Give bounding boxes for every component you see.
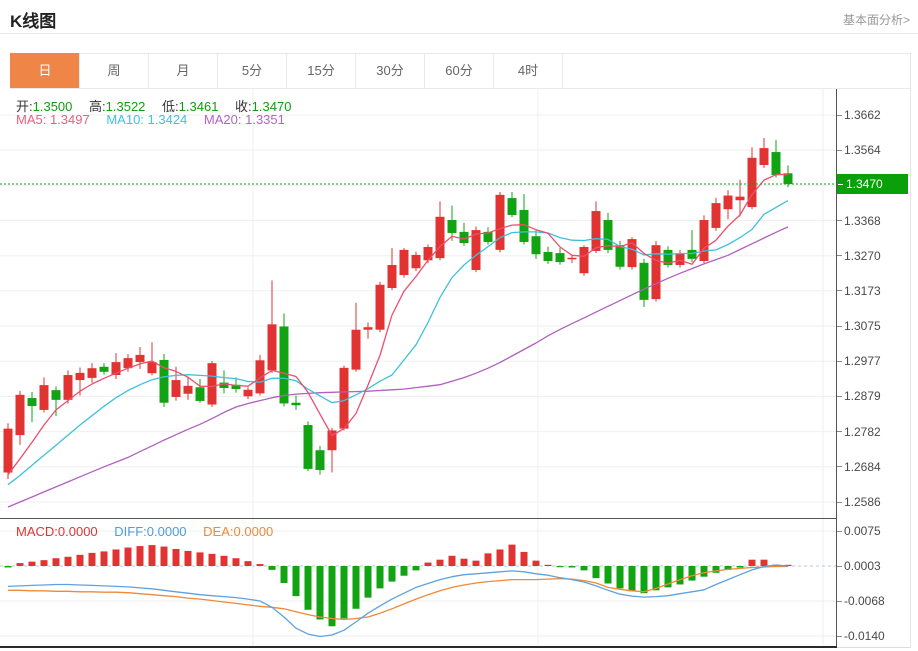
high-label: 高: bbox=[89, 99, 106, 114]
axis-bottom-border bbox=[837, 647, 910, 648]
close-label: 收: bbox=[235, 99, 252, 114]
axis-tick bbox=[837, 149, 842, 151]
macd-value: MACD:0.0000 bbox=[16, 524, 98, 539]
low-label: 低: bbox=[162, 99, 179, 114]
tab-interval-0[interactable]: 日 bbox=[10, 53, 80, 89]
price-axis-label: 1.2977 bbox=[837, 354, 881, 368]
low-value: 1.3461 bbox=[178, 99, 219, 114]
macd-legend: MACD:0.0000 DIFF:0.0000 DEA:0.0000 bbox=[16, 524, 273, 539]
ma5-legend: MA5: 1.3497 bbox=[16, 112, 90, 127]
axis-tick bbox=[837, 565, 842, 567]
axis-tick bbox=[837, 325, 842, 327]
axis-tick bbox=[837, 431, 842, 433]
macd-axis-label: 0.0075 bbox=[837, 524, 881, 538]
axis-tick bbox=[837, 360, 842, 362]
badge-tick bbox=[838, 183, 843, 185]
ma-legend: MA5: 1.3497 MA10: 1.3424 MA20: 1.3351 bbox=[16, 112, 298, 127]
macd-axis-label: -0.0068 bbox=[837, 594, 885, 608]
fundamental-analysis-link[interactable]: 基本面分析> bbox=[842, 13, 910, 27]
tab-interval-7[interactable]: 4时 bbox=[493, 53, 563, 89]
price-axis-label: 1.3564 bbox=[837, 143, 881, 157]
axis-tick bbox=[837, 501, 842, 503]
macd-axis-label: -0.0140 bbox=[837, 629, 885, 643]
price-axis-label: 1.3368 bbox=[837, 214, 881, 228]
ma20-legend: MA20: 1.3351 bbox=[203, 112, 285, 127]
tab-interval-1[interactable]: 周 bbox=[79, 53, 149, 89]
diff-value: DIFF:0.0000 bbox=[114, 524, 187, 539]
current-price-value: 1.3470 bbox=[846, 177, 883, 192]
ma10-legend: MA10: 1.3424 bbox=[106, 112, 188, 127]
axis-tick bbox=[837, 635, 842, 637]
price-axis-labels: 1.3662 1.3564 1.3470 1.3368 1.3270 1.3173 1.30… bbox=[837, 89, 910, 518]
panel-separator bbox=[0, 518, 836, 519]
tab-interval-3[interactable]: 5分 bbox=[217, 53, 287, 89]
right-border bbox=[910, 53, 911, 648]
high-value: 1.3522 bbox=[105, 99, 146, 114]
page-title: K线图 bbox=[10, 12, 57, 31]
axis-tick bbox=[837, 220, 842, 222]
axis-tick bbox=[837, 466, 842, 468]
price-axis-label: 1.3075 bbox=[837, 319, 881, 333]
axis-tick bbox=[837, 255, 842, 257]
macd-axis-labels: 0.0075 0.0003 -0.0068 -0.0140 bbox=[837, 519, 910, 648]
axis-tick bbox=[837, 530, 842, 532]
price-axis-label: 1.3173 bbox=[837, 284, 881, 298]
price-axis-label: 1.3662 bbox=[837, 108, 881, 122]
tab-interval-6[interactable]: 60分 bbox=[424, 53, 494, 89]
axis-tick bbox=[837, 600, 842, 602]
tab-interval-4[interactable]: 15分 bbox=[286, 53, 356, 89]
axis-tick bbox=[837, 290, 842, 292]
tab-interval-2[interactable]: 月 bbox=[148, 53, 218, 89]
price-axis-label: 1.2782 bbox=[837, 425, 881, 439]
close-value: 1.3470 bbox=[251, 99, 292, 114]
interval-tabbar: 日周月 5分 15分 30分 60分 4时 bbox=[10, 53, 563, 89]
chart-top-border bbox=[10, 88, 910, 89]
macd-axis-label: 0.0003 bbox=[837, 559, 881, 573]
price-candlestick-chart[interactable] bbox=[0, 89, 836, 518]
axis-tick bbox=[837, 114, 842, 116]
y-axis-line bbox=[836, 89, 837, 648]
tab-interval-5[interactable]: 30分 bbox=[355, 53, 425, 89]
axis-tick bbox=[837, 395, 842, 397]
price-axis-label: 1.3270 bbox=[837, 249, 881, 263]
price-axis-label: 1.2586 bbox=[837, 495, 881, 509]
chart-bottom-border bbox=[0, 646, 837, 648]
header-divider bbox=[0, 33, 918, 34]
price-axis-label: 1.2879 bbox=[837, 389, 881, 403]
open-value: 1.3500 bbox=[32, 99, 73, 114]
macd-chart[interactable] bbox=[0, 519, 836, 648]
open-label: 开: bbox=[16, 99, 33, 114]
dea-value: DEA:0.0000 bbox=[203, 524, 274, 539]
price-axis-label: 1.2684 bbox=[837, 460, 881, 474]
ohlc-readout: 开:1.3500 高:1.3522 低:1.3461 收:1.3470 bbox=[16, 96, 304, 115]
current-price-badge: 1.3470 bbox=[837, 174, 908, 195]
